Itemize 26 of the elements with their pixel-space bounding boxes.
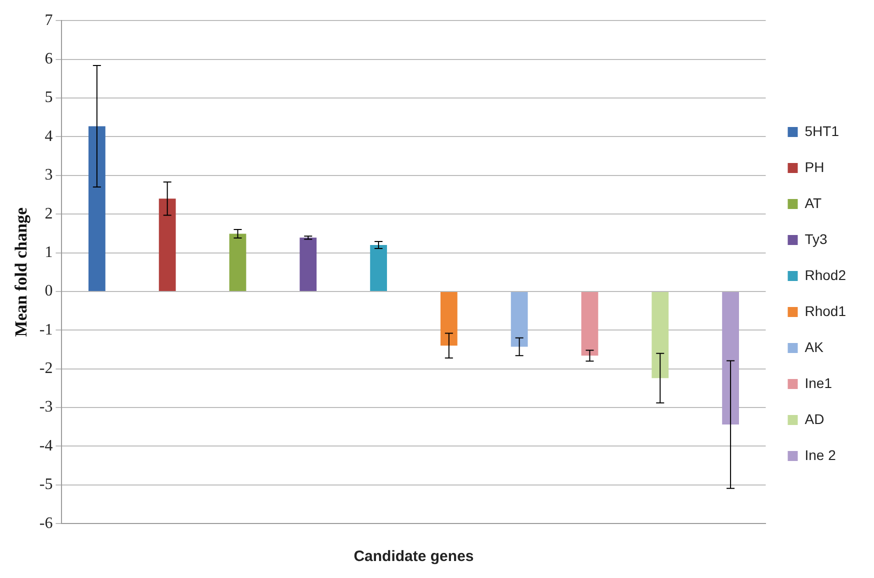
y-tick-label: 1 [44, 244, 53, 261]
y-tick-label: 3 [44, 166, 53, 184]
y-tick-label: -3 [39, 398, 53, 416]
y-tick-label: -6 [39, 514, 53, 532]
y-tick-label: 4 [44, 128, 53, 145]
legend-label: Ty3 [804, 230, 828, 247]
x-axis-title: Candidate genes [354, 548, 474, 566]
legend-label: PH [804, 158, 824, 175]
legend-label: AK [804, 338, 824, 355]
legend-label: Rhod1 [804, 302, 846, 319]
y-tick-label: -4 [39, 437, 53, 454]
legend-label: AD [804, 410, 824, 427]
y-tick-label: 5 [44, 89, 53, 106]
y-tick-label: 0 [44, 282, 53, 300]
legend-label: 5HT1 [804, 122, 840, 139]
y-tick-label: 2 [44, 205, 53, 222]
y-tick-label: 6 [44, 50, 53, 68]
y-tick-label: 7 [44, 12, 53, 29]
y-tick-label: -2 [39, 360, 53, 378]
legend-label: Ine 2 [804, 446, 836, 463]
y-tick-label: -5 [39, 476, 53, 494]
legend-label: Rhod2 [804, 266, 846, 283]
y-tick-label: -1 [39, 321, 53, 338]
legend-label: Ine1 [804, 374, 832, 391]
legend-label: AT [804, 194, 822, 211]
y-axis-title: Mean fold change [12, 206, 31, 337]
